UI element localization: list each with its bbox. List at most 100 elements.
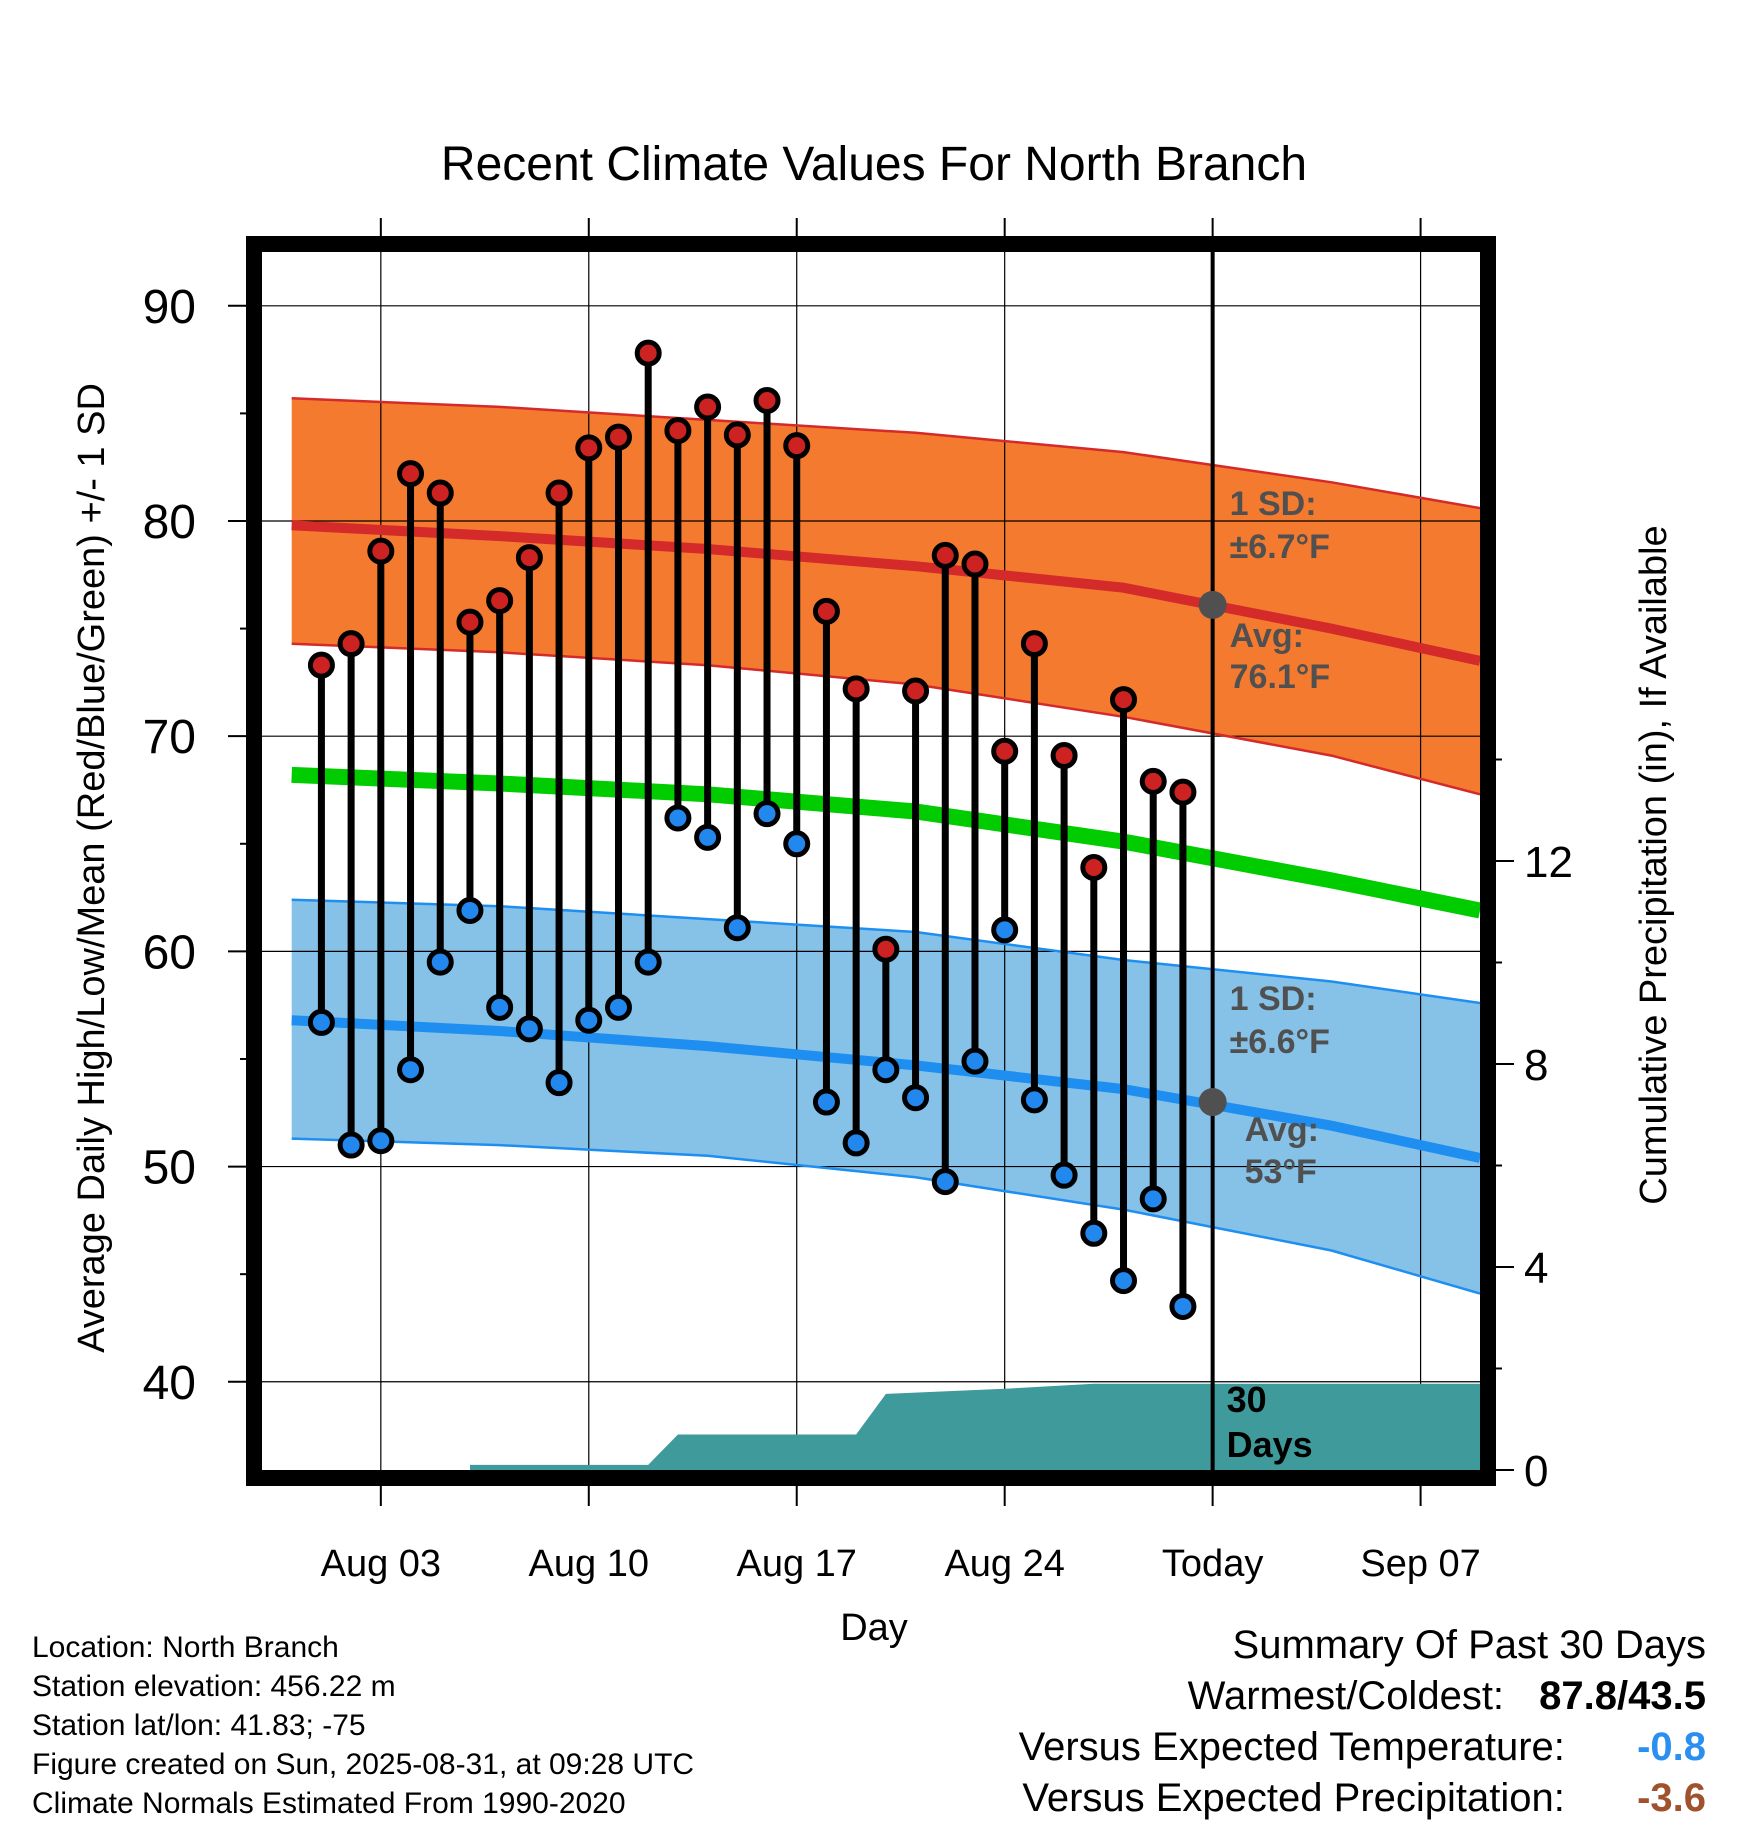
daily-low-point <box>426 948 454 976</box>
x-tick-label: Aug 10 <box>529 1543 649 1585</box>
temp-value: -0.8 <box>1637 1725 1706 1769</box>
station-location: Location: North Branch <box>32 1631 339 1664</box>
y-tick-label: 90 <box>143 281 196 334</box>
y-tick-label: 70 <box>143 711 196 764</box>
daily-high-point <box>991 737 1019 765</box>
y-axis-label: Average Daily High/Low/Mean (Red/Blue/Gr… <box>71 383 113 1353</box>
high-avg-label: Avg: <box>1230 617 1304 655</box>
daily-low-point <box>515 1015 543 1043</box>
y2-axis-label: Cumulative Precipitation (in), If Availa… <box>1633 525 1675 1204</box>
climate-normals-note: Climate Normals Estimated From 1990-2020 <box>32 1787 626 1820</box>
daily-high-point <box>812 597 840 625</box>
x-tick-label: Aug 03 <box>321 1543 441 1585</box>
x-tick-label: Aug 17 <box>737 1543 857 1585</box>
precip-area <box>291 1383 1480 1470</box>
daily-high-point <box>1139 767 1167 795</box>
high-avg-value: 76.1°F <box>1230 658 1331 696</box>
daily-high-point <box>545 479 573 507</box>
daily-low-point <box>1020 1086 1048 1114</box>
daily-low-point <box>604 993 632 1021</box>
daily-low-point <box>634 948 662 976</box>
daily-low-point <box>753 800 781 828</box>
summary-title: Summary Of Past 30 Days <box>1232 1623 1706 1667</box>
daily-low-point <box>486 993 514 1021</box>
daily-high-point <box>931 541 959 569</box>
daily-low-point <box>456 896 484 924</box>
chart-title: Recent Climate Values For North Branch <box>441 138 1307 191</box>
daily-low-point <box>1110 1267 1138 1295</box>
station-elevation: Station elevation: 456.22 m <box>32 1670 396 1703</box>
daily-low-point <box>1080 1219 1108 1247</box>
station-info: Location: North Branch Station elevation… <box>32 1628 694 1823</box>
daily-low-point <box>367 1127 395 1155</box>
temp-label: Versus Expected Temperature: <box>1018 1725 1565 1769</box>
summary-warmest-row: Warmest/Coldest: 87.8/43.5 <box>1019 1671 1706 1722</box>
daily-low-point <box>1139 1185 1167 1213</box>
low-avg-label: Avg: <box>1245 1111 1319 1149</box>
daily-low-point <box>723 914 751 942</box>
daily-high-point <box>634 339 662 367</box>
daily-high-point <box>723 421 751 449</box>
daily-high-point <box>604 423 632 451</box>
daily-high-point <box>1050 742 1078 770</box>
daily-low-point <box>545 1069 573 1097</box>
daily-low-point <box>872 1056 900 1084</box>
days-label: Days <box>1227 1424 1313 1465</box>
daily-low-point <box>783 830 811 858</box>
daily-high-point <box>961 550 989 578</box>
y2-tick-label: 12 <box>1524 838 1573 887</box>
daily-low-point <box>812 1088 840 1116</box>
daily-low-point <box>1169 1292 1197 1320</box>
high-sd-label: 1 SD: <box>1230 485 1317 523</box>
daily-low-point <box>575 1006 603 1034</box>
station-latlon: Station lat/lon: 41.83; -75 <box>32 1709 366 1742</box>
daily-high-point <box>842 675 870 703</box>
daily-low-point <box>842 1129 870 1157</box>
daily-high-point <box>456 608 484 636</box>
precip-value: -3.6 <box>1637 1776 1706 1820</box>
daily-high-point <box>753 386 781 414</box>
low-sd-value: ±6.6°F <box>1230 1023 1330 1061</box>
daily-high-point <box>1020 630 1048 658</box>
daily-low-point <box>1050 1161 1078 1189</box>
figure-created: Figure created on Sun, 2025-08-31, at 09… <box>32 1748 695 1781</box>
warmest-value: 87.8/43.5 <box>1539 1674 1706 1718</box>
daily-low-point <box>664 804 692 832</box>
daily-high-point <box>486 587 514 615</box>
y-tick-label: 80 <box>143 496 196 549</box>
precip-label: Versus Expected Precipitation: <box>1022 1776 1565 1820</box>
x-tick-label: Sep 07 <box>1360 1543 1480 1585</box>
low-sd-label: 1 SD: <box>1230 980 1317 1018</box>
daily-high-point <box>515 544 543 572</box>
daily-high-point <box>575 434 603 462</box>
y-tick-label: 60 <box>143 926 196 979</box>
y-tick-label: 40 <box>143 1357 196 1410</box>
daily-high-point <box>1169 778 1197 806</box>
x-tick-label: Today <box>1162 1543 1263 1585</box>
summary-temp-row: Versus Expected Temperature: -0.8 <box>1019 1722 1706 1773</box>
daily-low-point <box>397 1056 425 1084</box>
daily-low-point <box>991 916 1019 944</box>
daily-high-point <box>367 537 395 565</box>
y2-tick-label: 4 <box>1524 1244 1548 1293</box>
daily-low-point <box>931 1168 959 1196</box>
today-high-avg-marker <box>1198 590 1227 619</box>
daily-low-point <box>902 1084 930 1112</box>
summary-precip-row: Versus Expected Precipitation: -3.6 <box>1019 1773 1706 1824</box>
days-label: 30 <box>1227 1379 1267 1420</box>
daily-high-point <box>1110 686 1138 714</box>
daily-high-point <box>307 651 335 679</box>
daily-low-point <box>961 1047 989 1075</box>
x-tick-label: Aug 24 <box>944 1543 1064 1585</box>
low-sd-lower-line <box>291 1137 1480 1295</box>
daily-high-point <box>783 432 811 460</box>
y2-tick-label: 0 <box>1524 1447 1548 1496</box>
high-sd-value: ±6.7°F <box>1230 528 1330 566</box>
daily-high-point <box>397 460 425 488</box>
warmest-label: Warmest/Coldest: <box>1187 1674 1505 1718</box>
summary-panel: Summary Of Past 30 Days Warmest/Coldest:… <box>1019 1620 1706 1824</box>
x-axis-label: Day <box>840 1607 908 1649</box>
